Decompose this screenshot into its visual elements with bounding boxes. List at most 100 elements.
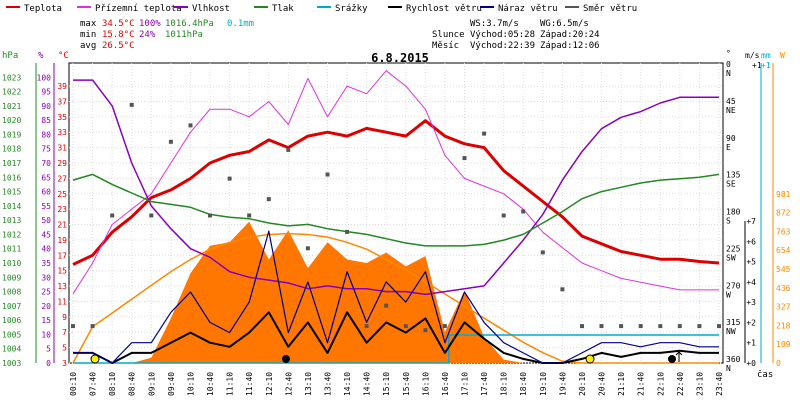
pressure-tick: 1023 [2, 73, 21, 82]
solar-unit: W [780, 51, 785, 60]
max-humidity: 100% [139, 19, 161, 29]
x-tick: 09:40 [167, 372, 176, 396]
direction-point [677, 324, 682, 329]
pressure-tick: 1012 [2, 230, 21, 239]
wind-speed-tick: +0 [746, 359, 756, 368]
min-label: min [80, 30, 96, 40]
wind-speed-unit: m/s [745, 51, 760, 60]
direction-point [560, 287, 565, 292]
x-tick: 13:40 [323, 372, 332, 396]
min-pressure: 1011hPa [165, 30, 203, 40]
stats-panel: max 34.5°C 100% 1016.4hPa 0.1mm min 15.8… [80, 19, 600, 51]
legend-label: Srážky [335, 4, 368, 14]
x-tick: 19:40 [558, 372, 567, 396]
max-rain: 0.1mm [227, 19, 254, 29]
direction-tick: 360 [726, 355, 741, 364]
humidity-tick: 70 [41, 159, 51, 168]
pressure-tick: 1007 [2, 302, 21, 311]
avg-temp: 26.5°C [102, 41, 135, 51]
avg-label: avg [80, 41, 96, 51]
direction-point [580, 324, 584, 329]
direction-point [305, 246, 310, 251]
pressure-tick: 1017 [2, 159, 21, 168]
series-line-0 [72, 119, 720, 266]
series-line-6 [73, 230, 719, 364]
moon-rise: Východ:22:39 [470, 41, 535, 51]
rain-top-tick: +1 [761, 61, 771, 70]
x-axis-label: čas [757, 369, 773, 380]
temperature-tick: 11 [57, 297, 67, 306]
x-tick: 18:10 [500, 372, 509, 396]
temperature-tick: 21 [57, 221, 67, 230]
humidity-tick: 60 [41, 188, 51, 197]
axes-layer: hPa% °C1003100410051006100710081009101010… [2, 49, 791, 396]
series-line-4 [73, 334, 719, 364]
x-tick: 16:10 [421, 372, 430, 396]
x-tick: 08:10 [108, 372, 117, 396]
x-tick: 15:10 [382, 372, 391, 396]
temperature-tick: 19 [57, 236, 67, 245]
direction-point [384, 303, 389, 308]
humidity-tick: 95 [41, 88, 51, 97]
humidity-tick: 90 [41, 102, 51, 111]
humidity-tick: 35 [41, 259, 51, 268]
legend-label: Tlak [272, 4, 294, 14]
moon-set: Západ:12:06 [540, 41, 600, 51]
temperature-unit: °C [58, 51, 69, 61]
temperature-tick: 17 [57, 251, 67, 260]
direction-tick: 270 [726, 281, 741, 290]
direction-tick: 135 [726, 171, 741, 180]
pressure-tick: 1020 [2, 116, 21, 125]
wind-speed-tick: +3 [746, 298, 756, 307]
pressure-tick: 1016 [2, 173, 21, 182]
direction-point [658, 324, 663, 329]
temperature-tick: 3 [62, 359, 67, 368]
direction-point [717, 324, 721, 329]
x-tick: 17:40 [480, 372, 489, 396]
solar-tick: 0 [776, 359, 781, 368]
temperature-tick: 25 [57, 190, 67, 199]
legend-item-5: Rychlost větru [388, 4, 482, 14]
direction-point [227, 176, 232, 181]
max-label: max [80, 19, 97, 29]
direction-point [619, 324, 624, 329]
x-tick: 10:10 [186, 372, 195, 396]
humidity-tick: 20 [41, 302, 51, 311]
x-tick: 15:40 [402, 372, 411, 396]
humidity-tick: 100 [37, 73, 52, 82]
max-pressure: 1016.4hPa [165, 19, 214, 29]
pressure-tick: 1009 [2, 273, 21, 282]
humidity-tick: 25 [41, 288, 51, 297]
legend-item-0: Teplota [6, 4, 62, 14]
x-tick: 11:10 [226, 372, 235, 396]
direction-point [462, 156, 467, 161]
x-tick: 12:10 [265, 372, 274, 396]
direction-point [168, 139, 173, 144]
humidity-tick: 10 [41, 330, 51, 339]
wind-speed-info: WS:3.7m/s [470, 19, 519, 29]
direction-point [208, 213, 212, 218]
direction-point [129, 102, 134, 107]
humidity-tick: 75 [41, 145, 51, 154]
sun-set: Západ:20:24 [540, 30, 600, 40]
direction-tick-label: N [726, 69, 731, 78]
direction-point [90, 324, 95, 329]
solar-tick: 545 [776, 265, 791, 274]
x-tick: 23:10 [695, 372, 704, 396]
x-tick: 19:10 [539, 372, 548, 396]
series-line-3 [72, 173, 720, 247]
pressure-tick: 1005 [2, 330, 21, 339]
arrow-up-icon [675, 351, 683, 362]
humidity-tick: 85 [41, 116, 51, 125]
pressure-unit: hPa [2, 51, 18, 61]
temperature-tick: 35 [57, 113, 67, 122]
direction-point [188, 123, 193, 128]
temperature-tick: 15 [57, 267, 67, 276]
x-tick: 12:40 [284, 372, 293, 396]
wind-speed-tick: +6 [746, 237, 756, 246]
direction-point [521, 209, 526, 214]
humidity-tick: 65 [41, 173, 51, 182]
direction-point [325, 172, 330, 177]
direction-point [286, 147, 291, 152]
legend-item-2: Vlhkost [174, 4, 230, 14]
